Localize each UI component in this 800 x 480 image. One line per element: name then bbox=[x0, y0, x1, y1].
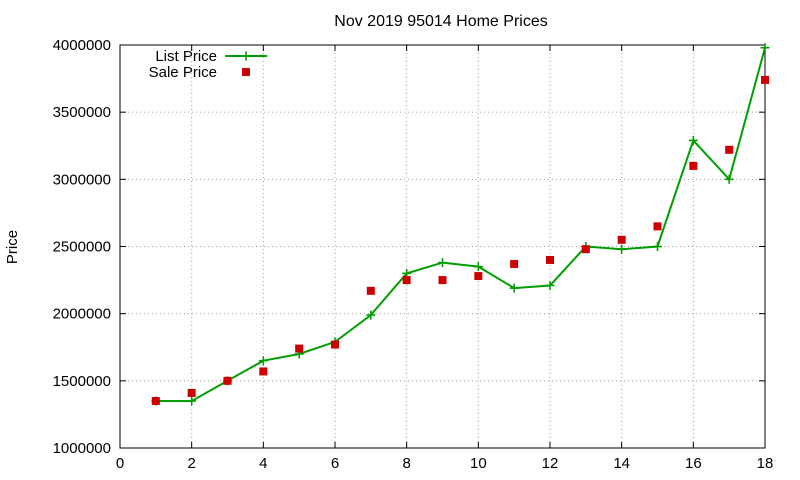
sale-price-point bbox=[653, 222, 662, 231]
y-tick-label: 3500000 bbox=[53, 104, 111, 121]
legend-square-marker bbox=[242, 68, 250, 76]
sale-price-point bbox=[510, 259, 519, 268]
list-price-point bbox=[760, 43, 770, 53]
x-tick-label: 4 bbox=[259, 455, 267, 472]
list-price-point bbox=[653, 242, 662, 251]
x-tick-label: 6 bbox=[331, 455, 339, 472]
list-price-point bbox=[187, 396, 197, 406]
list-price-point bbox=[438, 258, 447, 268]
chart-title: Nov 2019 95014 Home Prices bbox=[334, 13, 547, 30]
y-tick-label: 2000000 bbox=[53, 306, 111, 323]
list-price-line bbox=[155, 47, 766, 402]
y-tick-label: 1000000 bbox=[53, 440, 111, 457]
sale-price-point bbox=[259, 367, 268, 376]
list-price-point bbox=[617, 244, 627, 254]
sale-price-point bbox=[366, 286, 375, 295]
list-price-point bbox=[688, 135, 698, 145]
x-tick-label: 18 bbox=[757, 455, 774, 472]
list-price-point bbox=[545, 280, 555, 290]
sale-price-point bbox=[402, 276, 411, 285]
sale-price-point bbox=[761, 75, 769, 84]
sale-price-point bbox=[295, 344, 304, 353]
legend-label: List Price bbox=[155, 48, 217, 65]
x-tick-label: 10 bbox=[470, 455, 487, 472]
x-tick-label: 2 bbox=[187, 455, 195, 472]
list-price-point bbox=[366, 310, 376, 320]
y-tick-label: 4000000 bbox=[53, 37, 111, 54]
legend-plus-marker bbox=[241, 51, 251, 61]
x-tick-label: 12 bbox=[542, 455, 559, 472]
sale-price-point bbox=[187, 388, 196, 397]
sale-price-point bbox=[151, 396, 160, 405]
sale-price-point bbox=[331, 340, 339, 349]
list-price-point bbox=[258, 356, 268, 366]
y-tick-label: 3000000 bbox=[53, 171, 111, 188]
sale-price-point bbox=[689, 161, 698, 170]
x-tick-label: 16 bbox=[685, 455, 702, 472]
list-price-point bbox=[509, 283, 519, 293]
axes: 1000000 1500000 2000000 2500000 3000000 35000… bbox=[53, 37, 774, 472]
list-price-point bbox=[724, 174, 734, 184]
x-tick-label: 0 bbox=[116, 455, 124, 472]
plot-frame bbox=[119, 44, 766, 449]
list-price-point bbox=[473, 262, 483, 272]
x-tick-label: 8 bbox=[402, 455, 410, 472]
legend-label: Sale Price bbox=[149, 64, 217, 81]
sale-price-point bbox=[725, 145, 734, 154]
x-tick-label: 14 bbox=[613, 455, 630, 472]
y-tick-label: 1500000 bbox=[53, 373, 111, 390]
sale-price-point bbox=[438, 276, 447, 285]
sale-price-point bbox=[223, 376, 232, 385]
sale-price-point bbox=[617, 235, 626, 244]
y-tick-label: 2500000 bbox=[53, 239, 111, 256]
series-layer bbox=[151, 43, 770, 406]
y-axis-label: Price bbox=[4, 230, 21, 264]
sale-price-point bbox=[474, 272, 483, 281]
sale-price-point bbox=[581, 245, 590, 254]
sale-price-point bbox=[546, 255, 554, 264]
